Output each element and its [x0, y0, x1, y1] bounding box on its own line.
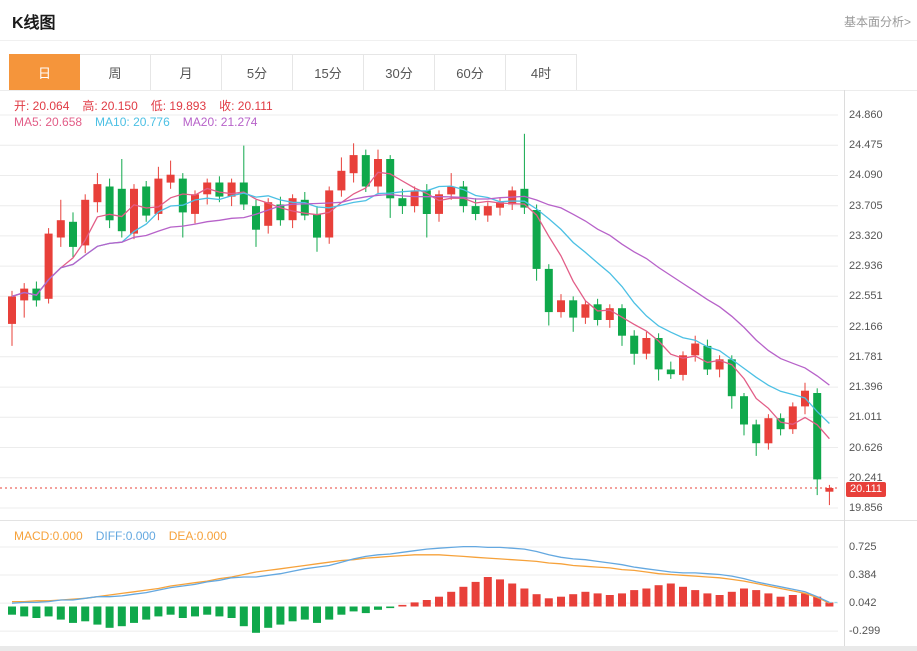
- price-axis-label: 22.166: [849, 321, 883, 333]
- price-axis-label: 24.860: [849, 109, 883, 121]
- tab-day[interactable]: 日: [9, 54, 80, 91]
- legend-close: 收: 20.111: [219, 99, 273, 113]
- tab-hour4[interactable]: 4时: [506, 54, 577, 91]
- header: K线图 基本面分析>: [0, 0, 917, 41]
- tab-week[interactable]: 周: [80, 54, 151, 91]
- horizontal-scrollbar[interactable]: [0, 646, 917, 651]
- legend-macd: MACD:0.000: [14, 529, 83, 543]
- ma20-line: [11, 193, 830, 386]
- ohlc-legend: 开: 20.064 高: 20.150 低: 19.893 收: 20.111: [14, 97, 286, 114]
- candlestick-chart[interactable]: [0, 90, 845, 520]
- candles: [8, 133, 834, 506]
- grid-lines: [0, 114, 838, 509]
- tab-bar: 日周月 5分 15分 30分 60分 4时: [9, 54, 577, 91]
- current-price-badge: 20.111: [846, 482, 887, 497]
- panel-separator: [0, 520, 917, 521]
- macd-axis-label: 0.042: [849, 597, 877, 609]
- price-axis-label: 19.856: [849, 502, 883, 514]
- ma-legend: MA5: 20.658 MA10: 20.776 MA20: 21.274: [14, 115, 270, 129]
- legend-open: 开: 20.064: [14, 99, 70, 113]
- macd-axis-label: -0.299: [849, 625, 881, 637]
- price-axis-label: 24.475: [849, 139, 883, 151]
- price-axis-label: 22.551: [849, 290, 883, 302]
- dea-line: [12, 554, 830, 604]
- macd-chart[interactable]: [0, 527, 845, 648]
- ma10-line: [11, 185, 830, 424]
- price-axis-label: 24.090: [849, 169, 883, 181]
- fundamental-analysis-link[interactable]: 基本面分析>: [843, 15, 911, 29]
- macd-histogram: [8, 577, 834, 633]
- tab-min30[interactable]: 30分: [364, 54, 435, 91]
- legend-high: 高: 20.150: [82, 99, 138, 113]
- price-axis-label: 23.705: [849, 200, 883, 212]
- macd-axis-label: 0.384: [849, 569, 877, 581]
- legend-dea: DEA:0.000: [168, 529, 227, 543]
- macd-legend: MACD:0.000 DIFF:0.000 DEA:0.000: [14, 529, 240, 543]
- legend-ma5: MA5: 20.658: [14, 115, 83, 129]
- price-axis-label: 23.320: [849, 230, 883, 242]
- price-axis-label: 21.781: [849, 351, 883, 363]
- price-axis-line: [844, 90, 845, 648]
- legend-ma10: MA10: 20.776: [95, 115, 170, 129]
- price-axis-label: 20.626: [849, 442, 883, 454]
- tab-month[interactable]: 月: [151, 54, 222, 91]
- macd-axis-label: 0.725: [849, 541, 877, 553]
- diff-line: [11, 545, 830, 604]
- tab-underline: [0, 90, 917, 91]
- legend-low: 低: 19.893: [150, 99, 207, 113]
- page-title: K线图: [12, 15, 56, 32]
- tab-min15[interactable]: 15分: [293, 54, 364, 91]
- price-axis-label: 22.936: [849, 260, 883, 272]
- price-axis-label: 21.011: [849, 411, 882, 423]
- price-axis-label: 21.396: [849, 381, 883, 393]
- tab-min5[interactable]: 5分: [222, 54, 293, 91]
- tab-min60[interactable]: 60分: [435, 54, 506, 91]
- legend-ma20: MA20: 21.274: [182, 115, 258, 129]
- legend-diff: DIFF:0.000: [95, 529, 156, 543]
